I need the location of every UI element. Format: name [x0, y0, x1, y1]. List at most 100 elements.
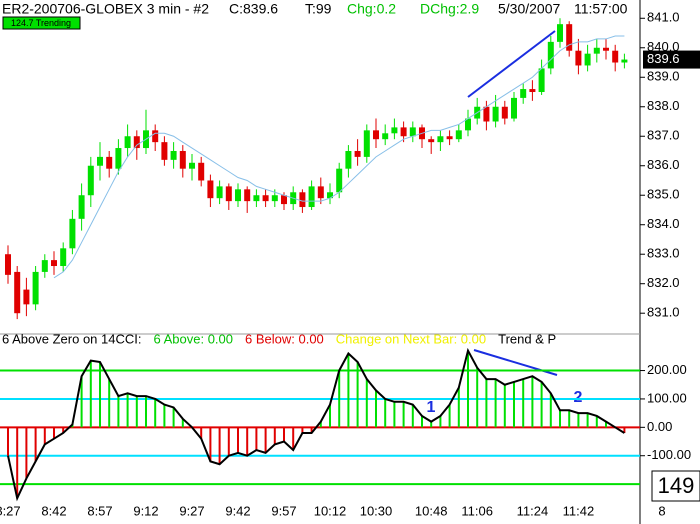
candle-body: [409, 127, 416, 137]
last-price-box: [643, 50, 700, 69]
y-tick-label: 831.0: [647, 305, 680, 320]
y-tick-label: 832.0: [647, 275, 680, 290]
candle-body: [170, 150, 177, 160]
candle-body: [520, 89, 527, 98]
x-tick-label: 8:42: [41, 503, 66, 518]
moving-average: [53, 35, 625, 279]
cci-header: 6 Below: 0.00: [245, 331, 324, 346]
y-tick-label: 834.0: [647, 216, 680, 231]
candle-body: [271, 195, 278, 202]
x-tick-label: 9:27: [179, 503, 204, 518]
candle-body: [69, 218, 76, 249]
candle-body: [41, 260, 48, 272]
x-tick-label: 10:48: [415, 503, 448, 518]
candle-body: [189, 162, 195, 169]
ticks: T:99: [305, 1, 332, 17]
candle-body: [60, 248, 67, 267]
candle-body: [557, 24, 563, 42]
candle-body: [207, 180, 214, 199]
candle-body: [465, 118, 471, 131]
candle-body: [492, 106, 499, 122]
candle-body: [133, 136, 140, 149]
candle-body: [446, 136, 453, 140]
x-tick-label: 9:57: [271, 503, 296, 518]
candle-body: [106, 156, 113, 169]
x-tick-label: 11:42: [563, 503, 595, 518]
dchg: DChg:2.9: [420, 1, 479, 17]
candle-body: [179, 150, 186, 169]
y-tick-label: 200.00: [647, 362, 687, 377]
cci-header: 6 Above Zero on 14CCI:: [2, 331, 141, 346]
candle-body: [14, 271, 21, 314]
symbol: ER2-200706-GLOBEX 3 min - #2: [2, 1, 209, 17]
close: C:839.6: [229, 1, 278, 17]
candle-body: [327, 192, 333, 199]
x-tick-label: 10:12: [314, 503, 347, 518]
candle-body: [124, 136, 131, 149]
badge-text: 124.7 Trending: [11, 18, 71, 28]
annotation: 1: [427, 399, 436, 416]
candle-body: [575, 50, 582, 66]
candle-body: [391, 127, 398, 134]
candle-body: [244, 189, 251, 202]
y-tick-label: 833.0: [647, 246, 680, 261]
date: 5/30/2007: [498, 1, 560, 17]
y-tick-label: -100.00: [647, 447, 691, 462]
candle-body: [23, 289, 30, 305]
chg: Chg:0.2: [347, 1, 396, 17]
candle-body: [437, 136, 444, 143]
cci-last-label: 149: [658, 473, 695, 498]
candle-body: [354, 150, 361, 157]
candle-body: [603, 47, 609, 51]
candle-body: [382, 133, 389, 140]
y-tick-label: 836.0: [647, 157, 680, 172]
candle-body: [621, 59, 628, 63]
candle-body: [281, 195, 287, 205]
candle-body: [51, 260, 57, 267]
candle-body: [78, 195, 85, 219]
candle-body: [593, 47, 600, 54]
candle-body: [317, 186, 324, 199]
y-tick-label: 835.0: [647, 187, 680, 202]
candle-body: [262, 195, 269, 202]
x-tick-label: 9:12: [133, 503, 158, 518]
candle-body: [225, 186, 232, 202]
candle-body: [373, 130, 379, 140]
candle-body: [363, 130, 370, 157]
candle-body: [428, 139, 435, 143]
candle-body: [336, 168, 343, 193]
x-tick-label: 9:42: [225, 503, 250, 518]
last-price-label: 839.6: [647, 51, 680, 66]
candle-body: [529, 89, 536, 93]
x-tick-label: 11:06: [461, 503, 493, 518]
candle-body: [612, 50, 619, 63]
candle-body: [345, 150, 352, 169]
cci-line: [7, 347, 625, 502]
candle-body: [216, 186, 223, 199]
candle-body: [584, 53, 591, 66]
candle-body: [32, 271, 39, 305]
candle-body: [308, 186, 315, 208]
x-tick-label: 11:24: [517, 503, 549, 518]
candle-body: [161, 142, 168, 160]
candle-body: [483, 106, 490, 122]
badge: [2, 16, 81, 30]
time: 11:57:00: [574, 1, 628, 17]
candle-body: [235, 189, 241, 202]
candle-body: [566, 24, 573, 51]
y-tick-label: 840.0: [647, 39, 680, 54]
trend-line: [467, 30, 556, 98]
candle-body: [547, 41, 554, 69]
x-edge-label: 8: [658, 503, 665, 518]
y-tick-label: 841.0: [647, 10, 680, 25]
x-tick-label: 8:57: [87, 503, 112, 518]
candle-body: [115, 148, 122, 169]
candle-body: [87, 165, 94, 196]
candle-body: [5, 254, 11, 275]
candle-body: [198, 162, 205, 181]
y-tick-label: 0.00: [647, 419, 672, 434]
y-tick-label: 839.0: [647, 69, 680, 84]
candle-body: [501, 106, 508, 119]
